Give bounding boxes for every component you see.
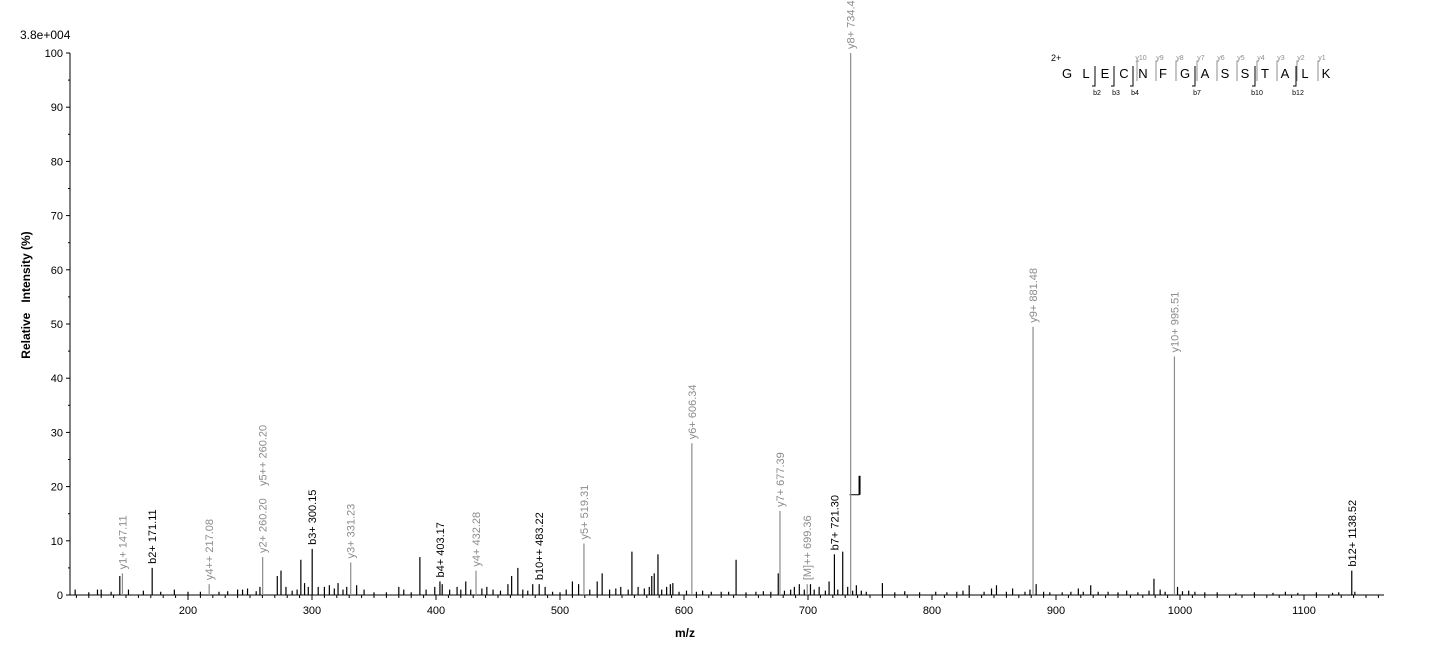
peak-label-y: y8+ 734.40 (846, 0, 858, 49)
y-ion-label: y8 (1176, 55, 1184, 62)
y-tick-label: 20 (51, 482, 63, 494)
b-ion-label: b10 (1251, 90, 1263, 97)
y-tick-label: 60 (51, 265, 63, 277)
peak-label-y: y7+ 677.39 (775, 452, 787, 507)
y-ion-bracket (1317, 60, 1320, 81)
y-ion-bracket (1196, 60, 1199, 81)
residue: T (1261, 66, 1269, 81)
y-ion-label: y4 (1257, 55, 1265, 62)
y-tick-label: 70 (51, 211, 63, 223)
residue: L (1301, 66, 1308, 81)
residue: A (1201, 66, 1210, 81)
b-ion-label: b4 (1131, 90, 1139, 97)
peak-label-b: b4+ 403.17 (435, 522, 447, 577)
y-tick-label: 10 (51, 536, 63, 548)
residue: S (1241, 66, 1250, 81)
x-tick-label: 400 (427, 605, 445, 617)
peak-label-b: b10++ 483.22 (534, 512, 546, 580)
b-ion-bracket (1130, 66, 1134, 87)
x-tick-label: 600 (675, 605, 693, 617)
y-ion-bracket (1136, 60, 1139, 81)
y-tick-label: 100 (45, 48, 63, 60)
y-ion-label: y1 (1318, 55, 1326, 62)
y-tick-label: 40 (51, 373, 63, 385)
residue: K (1322, 66, 1331, 81)
y-axis-title: Relative Intensity (%) (19, 231, 33, 358)
y-ion-label: y5 (1237, 55, 1245, 62)
peak-label-y: y6+ 606.34 (687, 384, 699, 439)
b-ion-label: b3 (1112, 90, 1120, 97)
y-ion-bracket (1276, 60, 1279, 81)
y-ion-bracket (1236, 60, 1239, 81)
residue: L (1082, 66, 1089, 81)
b-ion-bracket (1092, 66, 1096, 87)
b-ion-label: b2 (1093, 90, 1101, 97)
y-tick-label: 80 (51, 156, 63, 168)
y-tick-label: 50 (51, 319, 63, 331)
residue: G (1062, 66, 1072, 81)
y-ion-label: y6 (1217, 55, 1225, 62)
residue: S (1221, 66, 1230, 81)
y-tick-label: 30 (51, 427, 63, 439)
y-ion-label: y7 (1197, 55, 1205, 62)
y-ion-bracket (1256, 60, 1259, 81)
residue: F (1159, 66, 1167, 81)
b-ion-bracket (1252, 66, 1256, 87)
peak-label-b: b12+ 1138.52 (1347, 500, 1359, 567)
y-ion-bracket (1155, 60, 1158, 81)
peak-label-b: b2+ 171.11 (147, 509, 159, 564)
peak-label-y: y4+ 432.28 (471, 512, 483, 567)
x-axis-title: m/z (675, 626, 695, 640)
b-ion-label: b7 (1193, 90, 1201, 97)
x-tick-label: 900 (1047, 605, 1065, 617)
y-tick-label: 0 (57, 590, 63, 602)
peak-label-y: [M]++ 699.36 (802, 515, 814, 580)
x-tick-label: 1100 (1292, 605, 1316, 617)
b-ion-bracket (1111, 66, 1115, 87)
x-tick-label: 700 (799, 605, 817, 617)
y-ion-label: y3 (1277, 55, 1285, 62)
x-tick-label: 500 (551, 605, 569, 617)
max-intensity-label: 3.8e+004 (20, 28, 71, 42)
residue: A (1281, 66, 1290, 81)
peak-label-y: y5++ 260.20 (258, 425, 270, 486)
residue: G (1180, 66, 1190, 81)
b-ion-bracket (1192, 66, 1196, 87)
peak-label-y: y1+ 147.11 (117, 515, 129, 569)
y-ion-label: y2 (1297, 55, 1305, 62)
charge-state: 2+ (1051, 53, 1061, 63)
y-ion-bracket (1216, 60, 1219, 81)
peak-label-y: y2+ 260.20 (258, 498, 270, 553)
peak-label-y: y9+ 881.48 (1028, 268, 1040, 323)
y-ion-bracket (1175, 60, 1178, 81)
x-tick-label: 1000 (1168, 605, 1192, 617)
x-tick-label: 200 (179, 605, 197, 617)
x-tick-label: 300 (303, 605, 321, 617)
y-ion-label: y9 (1156, 55, 1164, 62)
peak-label-b: b3+ 300.15 (307, 490, 319, 545)
residue: E (1101, 66, 1110, 81)
labeled-peaks: y1+ 147.11 b2+ 171.11 y4++ 217.08 y2+ 260.2… (117, 0, 1359, 595)
y-ion-label: y10 (1135, 55, 1146, 62)
peak-label-b: b7+ 721.30 (829, 495, 841, 550)
peak-label-y: y4++ 217.08 (204, 519, 216, 580)
b-ion-bracket (1293, 66, 1297, 87)
y-tick-label: 90 (51, 102, 63, 114)
y-ion-bracket (1296, 60, 1299, 81)
b-ion-label: b12 (1292, 90, 1304, 97)
axes: 0 10 20 30 40 50 60 70 80 90 100 200 300 400 500 600 700… (45, 48, 1384, 617)
x-tick-label: 800 (923, 605, 941, 617)
noise-peaks (74, 475, 1356, 595)
residue: N (1138, 66, 1147, 81)
peak-label-y: y10+ 995.51 (1169, 292, 1181, 353)
residue: C (1119, 66, 1128, 81)
peak-label-y: y3+ 331.23 (346, 504, 358, 559)
peak-label-y: y5+ 519.31 (579, 485, 591, 540)
